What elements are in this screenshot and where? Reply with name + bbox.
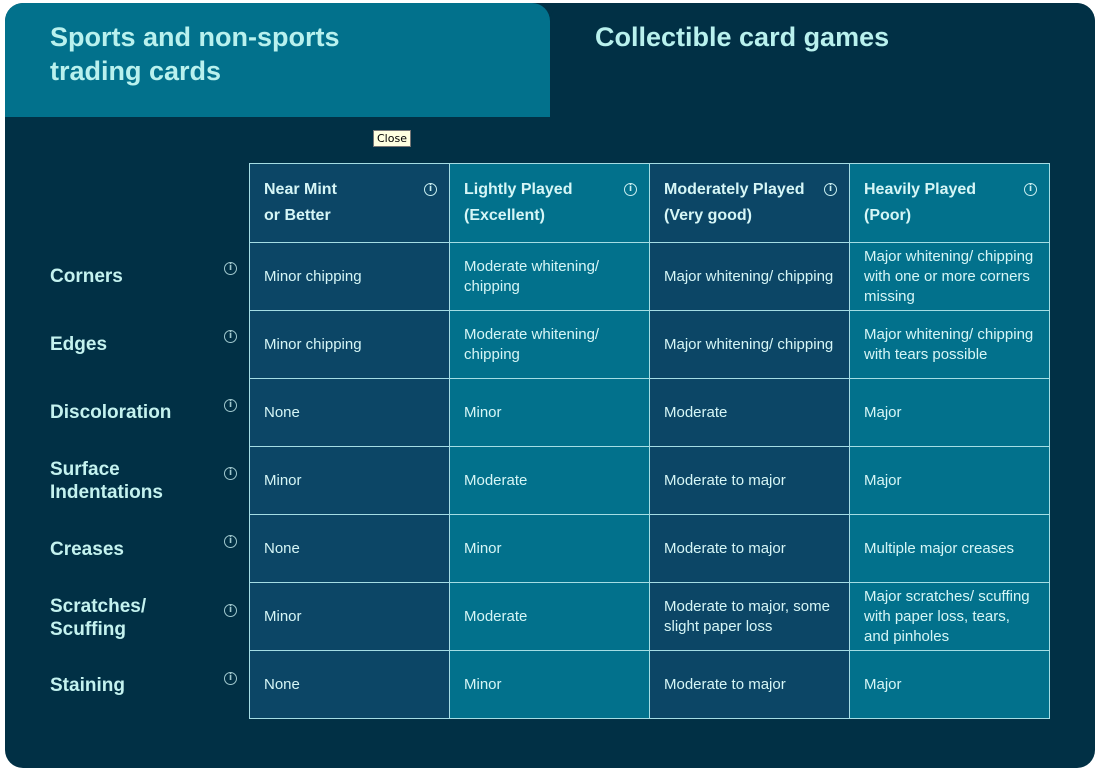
row-label: Creases i xyxy=(50,515,245,583)
table-cell: Major scratches/ scuffing with paper los… xyxy=(849,582,1050,651)
column-header: Lightly Played (Excellent) i xyxy=(449,163,650,243)
row-label-text: Surface Indentations xyxy=(50,458,163,503)
table-cell: Major xyxy=(849,650,1050,719)
tab-label: Sports and non-sports trading cards xyxy=(50,22,340,86)
column-subtitle: (Poor) xyxy=(864,207,912,224)
info-icon[interactable]: i xyxy=(824,183,837,196)
tooltip: Close xyxy=(373,130,411,147)
tab-sports-trading-cards[interactable]: Sports and non-sports trading cards xyxy=(5,3,550,117)
row-label-text: Corners xyxy=(50,265,123,287)
table-row: Minor chipping Moderate whitening/ chippi… xyxy=(249,310,1050,379)
column-subtitle: (Very good) xyxy=(664,207,753,224)
info-icon[interactable]: i xyxy=(624,183,637,196)
column-subtitle: (Excellent) xyxy=(464,207,545,224)
table-cell: Major whitening/ chipping with tears pos… xyxy=(849,310,1050,379)
table-cell: Moderate to major xyxy=(649,514,850,583)
column-title: Lightly Played xyxy=(464,181,573,198)
table-row: Minor Moderate Moderate to major, some sli… xyxy=(249,582,1050,651)
info-icon[interactable]: i xyxy=(224,262,237,275)
column-header: Near Mint or Better i xyxy=(249,163,450,243)
info-icon[interactable]: i xyxy=(224,603,237,617)
info-icon[interactable]: i xyxy=(224,466,237,480)
table-cell: Minor xyxy=(449,378,650,447)
row-label-text: Staining xyxy=(50,675,125,697)
row-label: Corners i xyxy=(50,242,245,310)
column-header: Moderately Played (Very good) i xyxy=(649,163,850,243)
column-title: Heavily Played xyxy=(864,181,977,198)
table-cell: Major whitening/ chipping with one or mo… xyxy=(849,242,1050,311)
table-cell: Minor chipping xyxy=(249,310,450,379)
row-label-text: Creases xyxy=(50,538,124,560)
info-icon[interactable]: i xyxy=(224,398,237,412)
table-row: Minor chipping Moderate whitening/ chippi… xyxy=(249,242,1050,311)
table-cell: Major xyxy=(849,378,1050,447)
table-cell: Moderate xyxy=(449,582,650,651)
table-cell: Minor xyxy=(249,582,450,651)
table-row: None Minor Moderate to major Multiple major… xyxy=(249,514,1050,583)
table-cell: Moderate to major xyxy=(649,446,850,515)
info-icon[interactable]: i xyxy=(224,535,237,549)
column-header: Heavily Played (Poor) i xyxy=(849,163,1050,243)
table-cell: Minor xyxy=(449,650,650,719)
table-cell: Minor xyxy=(249,446,450,515)
table-cell: Major whitening/ chipping xyxy=(649,310,850,379)
table-cell: Minor xyxy=(449,514,650,583)
row-label: Surface Indentations i xyxy=(50,447,245,515)
table-cell: Major whitening/ chipping xyxy=(649,242,850,311)
table-row: Minor Moderate Moderate to major Major xyxy=(249,446,1050,515)
table-cell: Moderate xyxy=(449,446,650,515)
table-cell: Major xyxy=(849,446,1050,515)
table-cell: Multiple major creases xyxy=(849,514,1050,583)
table-cell: Moderate whitening/ chipping xyxy=(449,242,650,311)
tab-collectible-card-games[interactable]: Collectible card games xyxy=(550,3,1095,117)
info-icon[interactable]: i xyxy=(224,671,237,685)
table-row: None Minor Moderate Major xyxy=(249,378,1050,447)
table-cell: Moderate to major xyxy=(649,650,850,719)
info-icon[interactable]: i xyxy=(224,330,237,344)
row-label-text: Scratches/ Scuffing xyxy=(50,595,147,640)
row-label: Discoloration i xyxy=(50,379,245,447)
column-title: Near Mint xyxy=(264,181,337,198)
table-cell: None xyxy=(249,378,450,447)
column-subtitle: or Better xyxy=(264,207,331,224)
table-row: None Minor Moderate to major Major xyxy=(249,650,1050,719)
table-cell: Minor chipping xyxy=(249,242,450,311)
table-cell: None xyxy=(249,514,450,583)
row-label: Scratches/ Scuffing i xyxy=(50,584,245,652)
tab-label: Collectible card games xyxy=(595,22,890,52)
table-cell: Moderate whitening/ chipping xyxy=(449,310,650,379)
column-title: Moderately Played xyxy=(664,181,805,198)
condition-table: Near Mint or Better i Lightly Played (Excell… xyxy=(249,163,1050,719)
row-label: Staining i xyxy=(50,652,245,720)
row-label-text: Edges xyxy=(50,333,108,355)
table-cell: None xyxy=(249,650,450,719)
row-label: Edges i xyxy=(50,310,245,378)
row-label-text: Discoloration xyxy=(50,402,172,424)
info-icon[interactable]: i xyxy=(424,183,437,196)
table-cell: Moderate to major, some slight paper los… xyxy=(649,582,850,651)
info-icon[interactable]: i xyxy=(1024,183,1037,196)
table-cell: Moderate xyxy=(649,378,850,447)
